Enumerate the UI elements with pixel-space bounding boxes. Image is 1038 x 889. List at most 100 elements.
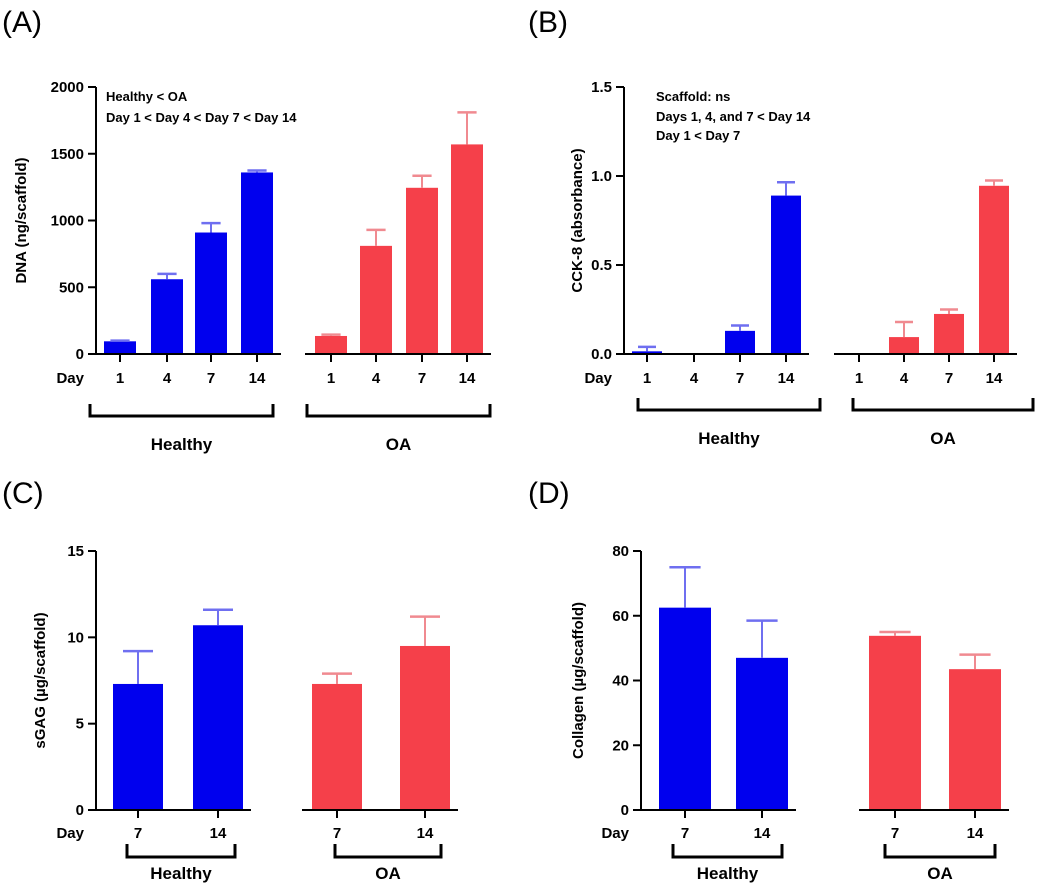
bar	[400, 645, 450, 810]
x-tick-label: 14	[417, 825, 434, 842]
error-bar	[201, 221, 221, 233]
bar	[312, 683, 362, 810]
y-tick-label: 0.5	[591, 257, 612, 274]
x-tick-label: 14	[210, 825, 227, 842]
y-axis-title: DNA (ng/scaffold)	[13, 157, 30, 283]
annotation: Scaffold: ns	[656, 89, 730, 104]
error-bar	[879, 630, 911, 636]
error-bar	[669, 565, 701, 608]
bar	[725, 330, 755, 354]
x-tick-label: 14	[986, 370, 1003, 387]
x-tick-label: 1	[855, 370, 863, 387]
y-axis-title: CCK-8 (absorbance)	[569, 148, 586, 292]
bar	[889, 337, 919, 354]
x-prefix-day: Day	[584, 370, 612, 387]
x-tick-label: 7	[945, 370, 953, 387]
panel-A: (A) 0 500 1000 1500 2000 DNA (ng/scaffold) Day H…	[2, 6, 492, 454]
error-bar	[321, 333, 341, 336]
y-tick-label: 40	[612, 673, 629, 690]
group-bracket	[305, 404, 492, 418]
x-tick-label: 14	[778, 370, 795, 387]
annotation: Day 1 < Day 7	[656, 128, 740, 143]
bar	[934, 313, 964, 354]
error-bar	[410, 615, 440, 646]
error-bar	[731, 324, 749, 331]
group-label: OA	[386, 435, 412, 454]
x-tick-label: 7	[134, 825, 142, 842]
bar	[869, 635, 921, 810]
y-tick-label: 5	[76, 716, 84, 733]
group-label: Healthy	[150, 864, 212, 883]
bar	[151, 279, 183, 354]
bar	[949, 669, 1001, 810]
y-tick-label: 60	[612, 608, 629, 625]
error-bar	[247, 169, 267, 173]
y-tick-label: 1500	[51, 146, 84, 163]
bar	[315, 335, 347, 354]
panel-label: (A)	[2, 6, 42, 39]
group-label: OA	[930, 429, 956, 448]
x-tick-label: 1	[116, 370, 124, 387]
x-tick-label: 7	[333, 825, 341, 842]
bar	[241, 172, 273, 354]
bar	[104, 341, 136, 354]
x-prefix-day: Day	[601, 825, 629, 842]
error-bar	[457, 111, 477, 145]
x-tick-label: 4	[900, 370, 909, 387]
group-label: OA	[927, 864, 953, 883]
error-bar	[412, 174, 432, 188]
bar	[979, 185, 1009, 354]
group-bracket	[125, 844, 237, 859]
group-label: Healthy	[151, 435, 213, 454]
x-tick-label: 7	[207, 370, 215, 387]
panel-label: (B)	[528, 6, 568, 39]
x-tick-label: 14	[249, 370, 266, 387]
group-bracket	[333, 844, 443, 859]
y-tick-label: 0	[621, 802, 629, 819]
bar	[632, 351, 662, 354]
annotation: Days 1, 4, and 7 < Day 14	[656, 109, 811, 124]
y-axis-title: Collagen (µg/scaffold)	[570, 602, 587, 759]
panel-C: (C) 0 5 10 15 sGAG (µg/scaffold) Day 7 14 Healthy…	[2, 477, 458, 883]
bar	[406, 187, 438, 354]
panel-label: (D)	[528, 477, 570, 510]
group-bracket	[851, 398, 1035, 412]
annotation: Day 1 < Day 4 < Day 7 < Day 14	[106, 110, 297, 125]
error-bar	[123, 649, 153, 684]
y-tick-label: 10	[67, 629, 84, 646]
error-bar	[157, 272, 177, 280]
x-tick-label: 7	[736, 370, 744, 387]
bar	[193, 625, 243, 810]
y-tick-label: 1.0	[591, 168, 612, 185]
y-tick-label: 0.0	[591, 346, 612, 363]
error-bar	[895, 320, 913, 338]
x-tick-label: 14	[459, 370, 476, 387]
panel-label: (C)	[2, 477, 44, 510]
error-bar	[777, 180, 795, 196]
annotation: Healthy < OA	[106, 89, 188, 104]
bar	[771, 195, 801, 354]
error-bar	[366, 228, 386, 246]
y-tick-label: 1.5	[591, 79, 612, 96]
error-bar	[203, 608, 233, 626]
error-bar	[110, 339, 130, 342]
panel-D: (D) 0 20 40 60 80 Collagen (µg/scaffold) Day 7 14…	[528, 477, 1009, 883]
x-tick-label: 14	[967, 825, 984, 842]
group-bracket	[636, 398, 822, 412]
panel-B: (B) 0.0 0.5 1.0 1.5 CCK-8 (absorbance) Day Scaf…	[528, 6, 1035, 448]
group-label: OA	[375, 864, 401, 883]
group-bracket	[883, 844, 997, 859]
y-tick-label: 1000	[51, 213, 84, 230]
x-tick-label: 4	[372, 370, 381, 387]
error-bar	[746, 619, 778, 658]
x-tick-label: 14	[754, 825, 771, 842]
group-bracket	[88, 404, 275, 418]
bar	[360, 245, 392, 354]
x-tick-label: 4	[163, 370, 172, 387]
y-tick-label: 2000	[51, 79, 84, 96]
bar	[451, 144, 483, 354]
error-bar	[940, 308, 958, 314]
x-tick-label: 7	[418, 370, 426, 387]
x-tick-label: 7	[681, 825, 689, 842]
